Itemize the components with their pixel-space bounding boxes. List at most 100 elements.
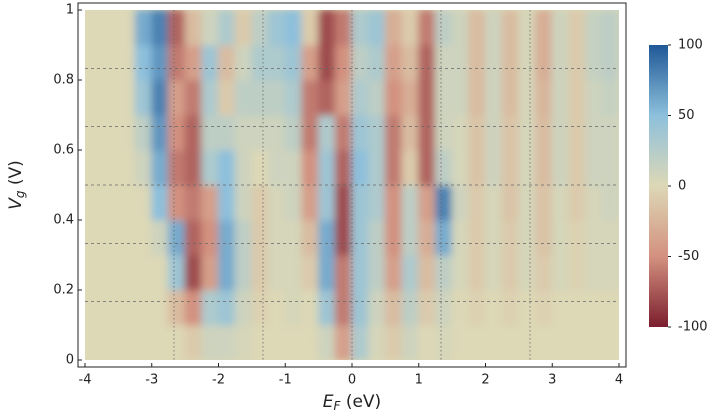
heatmap-cell <box>501 184 520 221</box>
y-tick-label: 0.2 <box>53 283 74 298</box>
heatmap-cell <box>151 219 169 256</box>
heatmap-cell <box>234 44 253 81</box>
heatmap-cell <box>551 219 570 256</box>
heatmap-cell <box>301 10 320 46</box>
heatmap-cell <box>184 254 203 291</box>
heatmap-cell <box>535 184 553 221</box>
heatmap-cell <box>151 44 169 81</box>
heatmap-cell <box>284 184 303 221</box>
heatmap-cell <box>468 324 486 360</box>
heatmap-cell <box>151 184 169 221</box>
heatmap-cell <box>268 184 286 221</box>
heatmap-cell <box>485 324 503 360</box>
heatmap-cell <box>601 10 619 46</box>
heatmap-cell <box>535 114 553 151</box>
heatmap-cell <box>384 114 403 151</box>
heatmap-cell <box>434 149 453 186</box>
heatmap-cell <box>368 184 386 221</box>
heatmap-cell <box>251 10 270 46</box>
heatmap-cell <box>551 10 570 46</box>
heatmap-cell <box>184 219 203 256</box>
heatmap-cell <box>401 324 420 360</box>
heatmap-cell <box>134 289 153 326</box>
heatmap-cell <box>518 44 537 81</box>
heatmap-cell <box>384 184 403 221</box>
heatmap-cell <box>585 10 603 46</box>
heatmap-cell <box>85 44 103 81</box>
x-tick-label: -1 <box>279 373 292 388</box>
heatmap-cell <box>301 324 320 360</box>
heatmap-cell <box>101 114 119 151</box>
heatmap-cell <box>384 324 403 360</box>
heatmap-cell <box>568 324 587 360</box>
heatmap-cell <box>468 184 486 221</box>
heatmap-cell <box>218 79 236 116</box>
heatmap-cell <box>218 324 236 360</box>
heatmap-cell <box>434 289 453 326</box>
heatmap-cell <box>134 114 153 151</box>
heatmap-cell <box>535 219 553 256</box>
heatmap-cell <box>117 289 136 326</box>
heatmap-cell <box>585 114 603 151</box>
heatmap-cell <box>85 254 103 291</box>
heatmap-cell <box>234 114 253 151</box>
heatmap-cell <box>134 44 153 81</box>
heatmap-cell <box>268 254 286 291</box>
heatmap-cell <box>251 324 270 360</box>
heatmap-cell <box>485 44 503 81</box>
heatmap-cell <box>85 324 103 360</box>
heatmap-cell <box>418 79 436 116</box>
heatmap-cell <box>251 254 270 291</box>
heatmap-cell <box>501 44 520 81</box>
heatmap-cell <box>551 149 570 186</box>
x-tick-label: -4 <box>79 373 92 388</box>
heatmap-cell <box>101 184 119 221</box>
heatmap-cell <box>485 254 503 291</box>
heatmap-cell <box>201 184 219 221</box>
heatmap-cell <box>485 184 503 221</box>
heatmap-cell <box>585 149 603 186</box>
heatmap-cell <box>218 254 236 291</box>
heatmap-cell <box>485 289 503 326</box>
heatmap-cell <box>568 44 587 81</box>
heatmap-cell <box>434 324 453 360</box>
heatmap-cell <box>568 79 587 116</box>
heatmap-cell <box>468 79 486 116</box>
x-tick-label: 3 <box>548 373 556 388</box>
heatmap-cell <box>384 219 403 256</box>
heatmap-cell <box>284 114 303 151</box>
heatmap-cell <box>301 44 320 81</box>
heatmap-cell <box>284 219 303 256</box>
heatmap-cell <box>401 44 420 81</box>
heatmap-cell <box>468 289 486 326</box>
heatmap-cell <box>418 149 436 186</box>
heatmap-cell <box>101 254 119 291</box>
heatmap-cell <box>568 289 587 326</box>
heatmap-cell <box>251 44 270 81</box>
heatmap-cell <box>535 10 553 46</box>
heatmap-cell <box>301 289 320 326</box>
heatmap-cell <box>401 289 420 326</box>
heatmap-cell <box>501 10 520 46</box>
heatmap-cell <box>535 254 553 291</box>
heatmap-cell <box>468 114 486 151</box>
heatmap-cell <box>218 289 236 326</box>
heatmap-cell <box>301 254 320 291</box>
heatmap-cell <box>301 149 320 186</box>
heatmap-cell <box>468 254 486 291</box>
heatmap-cell <box>134 10 153 46</box>
x-tick-label: -2 <box>212 373 225 388</box>
heatmap-cell <box>568 254 587 291</box>
heatmap-cell <box>351 114 370 151</box>
heatmap-cell <box>418 289 436 326</box>
heatmap-cell <box>284 79 303 116</box>
heatmap-cell <box>184 289 203 326</box>
heatmap-cell <box>334 324 353 360</box>
x-tick-label: 1 <box>415 373 423 388</box>
heatmap-cell <box>151 254 169 291</box>
heatmap-cell <box>184 149 203 186</box>
heatmap-cell <box>284 44 303 81</box>
heatmap-cell <box>201 44 219 81</box>
heatmap-cell <box>368 149 386 186</box>
heatmap-cell <box>151 114 169 151</box>
